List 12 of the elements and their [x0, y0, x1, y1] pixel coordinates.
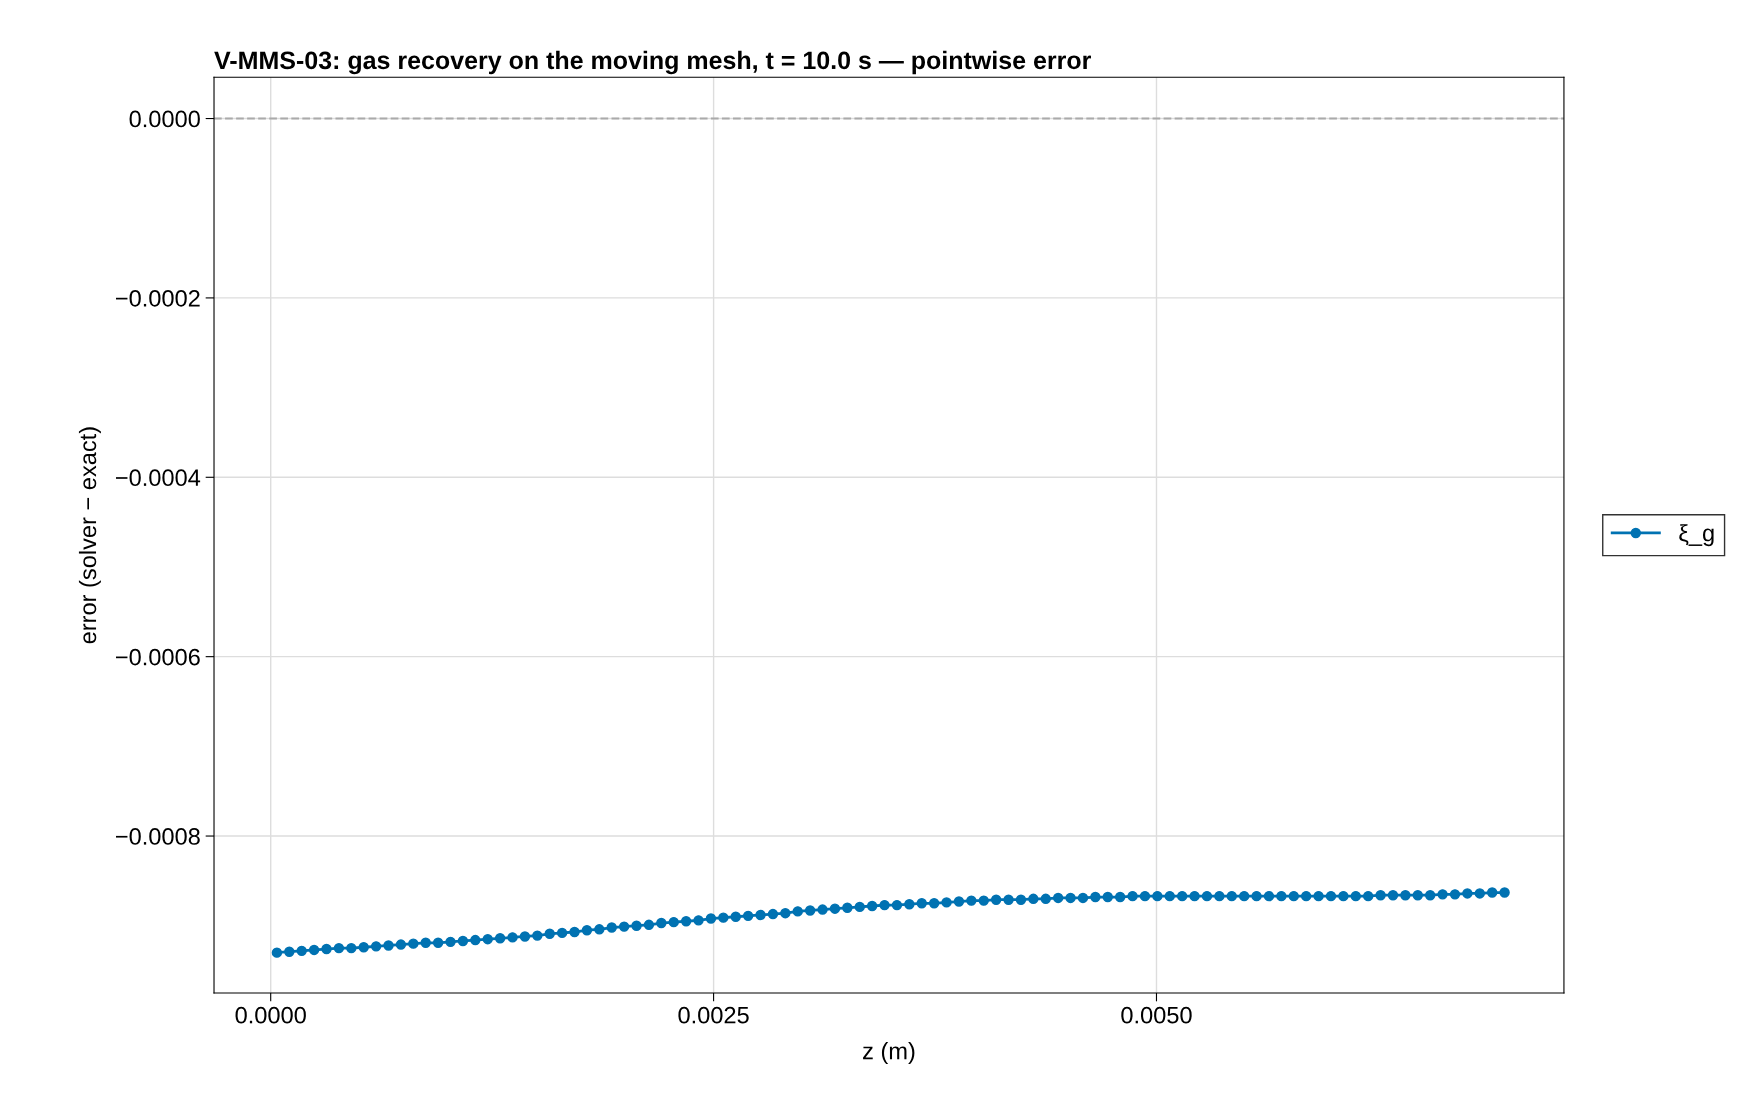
y-tick-label: −0.0008 [115, 828, 200, 845]
x-tick-label: 0.0050 [1121, 1006, 1192, 1024]
y-axis-title: error (solver − exact) [78, 427, 101, 644]
x-axis-title: z (m) [863, 1042, 915, 1065]
y-tick-label: 0.0000 [129, 110, 200, 128]
x-tick-label: 0.0025 [678, 1006, 749, 1024]
y-tick-label: −0.0002 [115, 289, 200, 307]
chart-title: V-MMS-03: gas recovery on the moving mesh, t = 10.0 s — pointwise error [214, 50, 1091, 75]
x-tick-label: 0.0000 [235, 1006, 306, 1024]
y-tick-label: −0.0004 [115, 469, 201, 487]
legend-label: ξ_g [1679, 524, 1714, 547]
y-tick-label: −0.0006 [115, 648, 200, 666]
